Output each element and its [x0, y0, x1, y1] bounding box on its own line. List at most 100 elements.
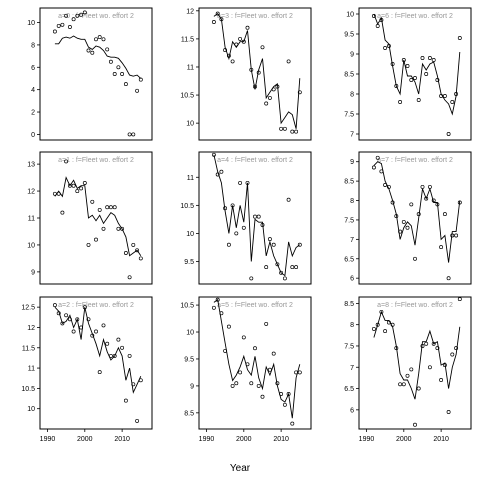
observed-point	[264, 101, 269, 106]
observed-point	[420, 56, 425, 60]
observed-point	[297, 90, 302, 95]
observed-point	[413, 256, 417, 261]
observed-point	[416, 212, 421, 217]
observed-point	[375, 24, 380, 28]
x-tick-label: 1990	[359, 436, 375, 443]
y-tick-label: 0	[31, 132, 35, 139]
y-tick-label: 8.5	[184, 410, 194, 417]
observed-point	[112, 353, 117, 358]
observed-point	[52, 191, 57, 196]
observed-point	[279, 392, 284, 396]
fitted-line	[54, 306, 142, 394]
observed-point	[211, 20, 216, 24]
observed-point	[427, 184, 432, 189]
observed-point	[223, 206, 228, 211]
observed-point	[116, 65, 121, 70]
observed-point	[105, 205, 110, 210]
y-tick-label: 7.5	[344, 343, 354, 350]
x-tick-label: 2000	[77, 436, 93, 443]
y-tick-label: 7.5	[344, 217, 354, 224]
y-tick-label: 10.5	[180, 303, 194, 310]
observed-point	[71, 329, 76, 334]
observed-point	[135, 88, 140, 93]
observed-point	[211, 305, 216, 310]
observed-point	[234, 231, 239, 236]
observed-point	[386, 320, 391, 325]
observed-point	[282, 402, 287, 407]
observed-point	[108, 59, 113, 64]
observed-point	[234, 42, 239, 47]
observed-point	[416, 98, 421, 102]
observed-point	[94, 237, 98, 242]
fitted-line	[213, 298, 301, 419]
observed-point	[450, 233, 455, 238]
panel-frame	[358, 151, 472, 285]
observed-point	[275, 262, 280, 267]
observed-point	[290, 265, 295, 270]
y-tick-label: 10.5	[180, 93, 194, 100]
observed-point	[75, 13, 80, 18]
observed-point	[120, 72, 125, 76]
observed-point	[450, 352, 455, 357]
observed-point	[75, 189, 80, 194]
observed-point	[442, 212, 447, 217]
observed-point	[275, 84, 280, 89]
observed-point	[75, 317, 80, 322]
observed-point	[120, 345, 125, 350]
observed-point	[439, 378, 444, 382]
observed-point	[105, 47, 110, 52]
panel-frame	[198, 296, 312, 430]
panel-frame	[198, 151, 312, 285]
observed-point	[90, 50, 95, 55]
observed-point	[267, 95, 272, 100]
observed-point	[238, 180, 243, 185]
x-tick-label: 2000	[236, 436, 252, 443]
panel-2: a=2 : f=Fleet wo. effort 2 10 10.5 11 11.5 12…	[21, 296, 153, 443]
observed-point	[424, 72, 429, 76]
observed-point	[230, 59, 235, 64]
observed-point	[79, 325, 84, 330]
strip-label: a=3 : f=Fleet wo. effort 2	[217, 13, 293, 20]
observed-point	[127, 353, 132, 358]
observed-point	[275, 381, 280, 386]
observed-point	[282, 276, 287, 281]
observed-point	[435, 202, 440, 207]
observed-point	[413, 422, 417, 427]
observed-point	[442, 94, 447, 98]
observed-point	[286, 392, 291, 396]
y-tick-label: 7	[350, 365, 354, 372]
y-tick-label: 10	[27, 20, 35, 27]
strip-label: a=1 : f=Fleet wo. effort 2	[58, 157, 134, 164]
observed-point	[56, 311, 61, 316]
observed-point	[435, 78, 440, 82]
y-tick-label: 4	[31, 87, 35, 94]
observed-point	[256, 214, 261, 219]
x-tick-label: 2010	[273, 436, 289, 443]
y-tick-label: 12	[27, 325, 35, 332]
y-tick-label: 7	[350, 132, 354, 139]
panel-5: a=5 : f=Fleet wo. effort 2 8.5 9 9.5 10 10.5 1…	[180, 296, 312, 443]
y-tick-label: 10	[27, 242, 35, 249]
strip-label: a=6 : f=Fleet wo. effort 2	[377, 13, 453, 20]
observed-point	[230, 383, 235, 388]
y-tick-label: 9	[31, 269, 35, 276]
fitted-line	[373, 13, 461, 116]
observed-point	[215, 172, 220, 177]
observed-point	[383, 46, 388, 50]
observed-point	[245, 25, 250, 30]
observed-point	[241, 335, 246, 340]
y-tick-label: 6	[31, 65, 35, 72]
observed-point	[101, 37, 106, 42]
observed-point	[401, 58, 406, 62]
observed-point	[446, 276, 451, 281]
observed-point	[215, 297, 220, 302]
observed-point	[446, 410, 451, 414]
y-tick-label: 10	[186, 231, 194, 238]
observed-point	[431, 341, 436, 346]
observed-point	[394, 346, 399, 351]
observed-point	[135, 248, 140, 253]
observed-point	[60, 210, 65, 215]
observed-point	[64, 13, 69, 18]
fitted-line	[213, 12, 301, 129]
observed-point	[82, 305, 87, 310]
